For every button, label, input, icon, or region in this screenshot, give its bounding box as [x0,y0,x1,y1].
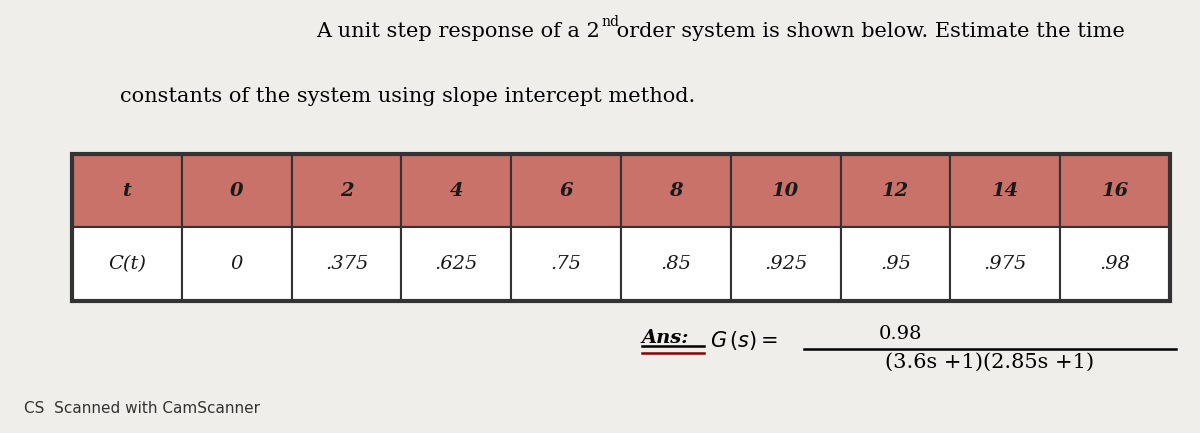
Text: CS  Scanned with CamScanner: CS Scanned with CamScanner [24,401,260,416]
Text: .75: .75 [551,255,582,273]
Text: .625: .625 [434,255,478,273]
Text: 10: 10 [772,181,799,200]
Text: 0: 0 [230,255,242,273]
Text: 12: 12 [882,181,910,200]
Text: $G\,(s) =$: $G\,(s) =$ [710,329,779,352]
Text: 6: 6 [559,181,572,200]
Text: C(t): C(t) [108,255,146,273]
Text: nd: nd [601,15,619,29]
Text: Ans:: Ans: [642,329,690,347]
Text: 14: 14 [991,181,1019,200]
Text: .925: .925 [764,255,808,273]
Text: .375: .375 [325,255,368,273]
Text: t: t [122,181,131,200]
Text: (3.6s +1)(2.85s +1): (3.6s +1)(2.85s +1) [886,353,1094,372]
Text: .975: .975 [984,255,1027,273]
Text: A unit step response of a 2: A unit step response of a 2 [317,22,600,41]
Text: 0: 0 [230,181,244,200]
Text: .95: .95 [880,255,911,273]
Text: 8: 8 [670,181,683,200]
Text: .85: .85 [660,255,691,273]
Text: 0.98: 0.98 [878,325,922,343]
Text: 16: 16 [1102,181,1129,200]
Text: 2: 2 [340,181,353,200]
Text: .98: .98 [1099,255,1130,273]
Text: constants of the system using slope intercept method.: constants of the system using slope inte… [120,87,695,106]
Text: order system is shown below. Estimate the time: order system is shown below. Estimate th… [610,22,1124,41]
Text: 4: 4 [450,181,463,200]
